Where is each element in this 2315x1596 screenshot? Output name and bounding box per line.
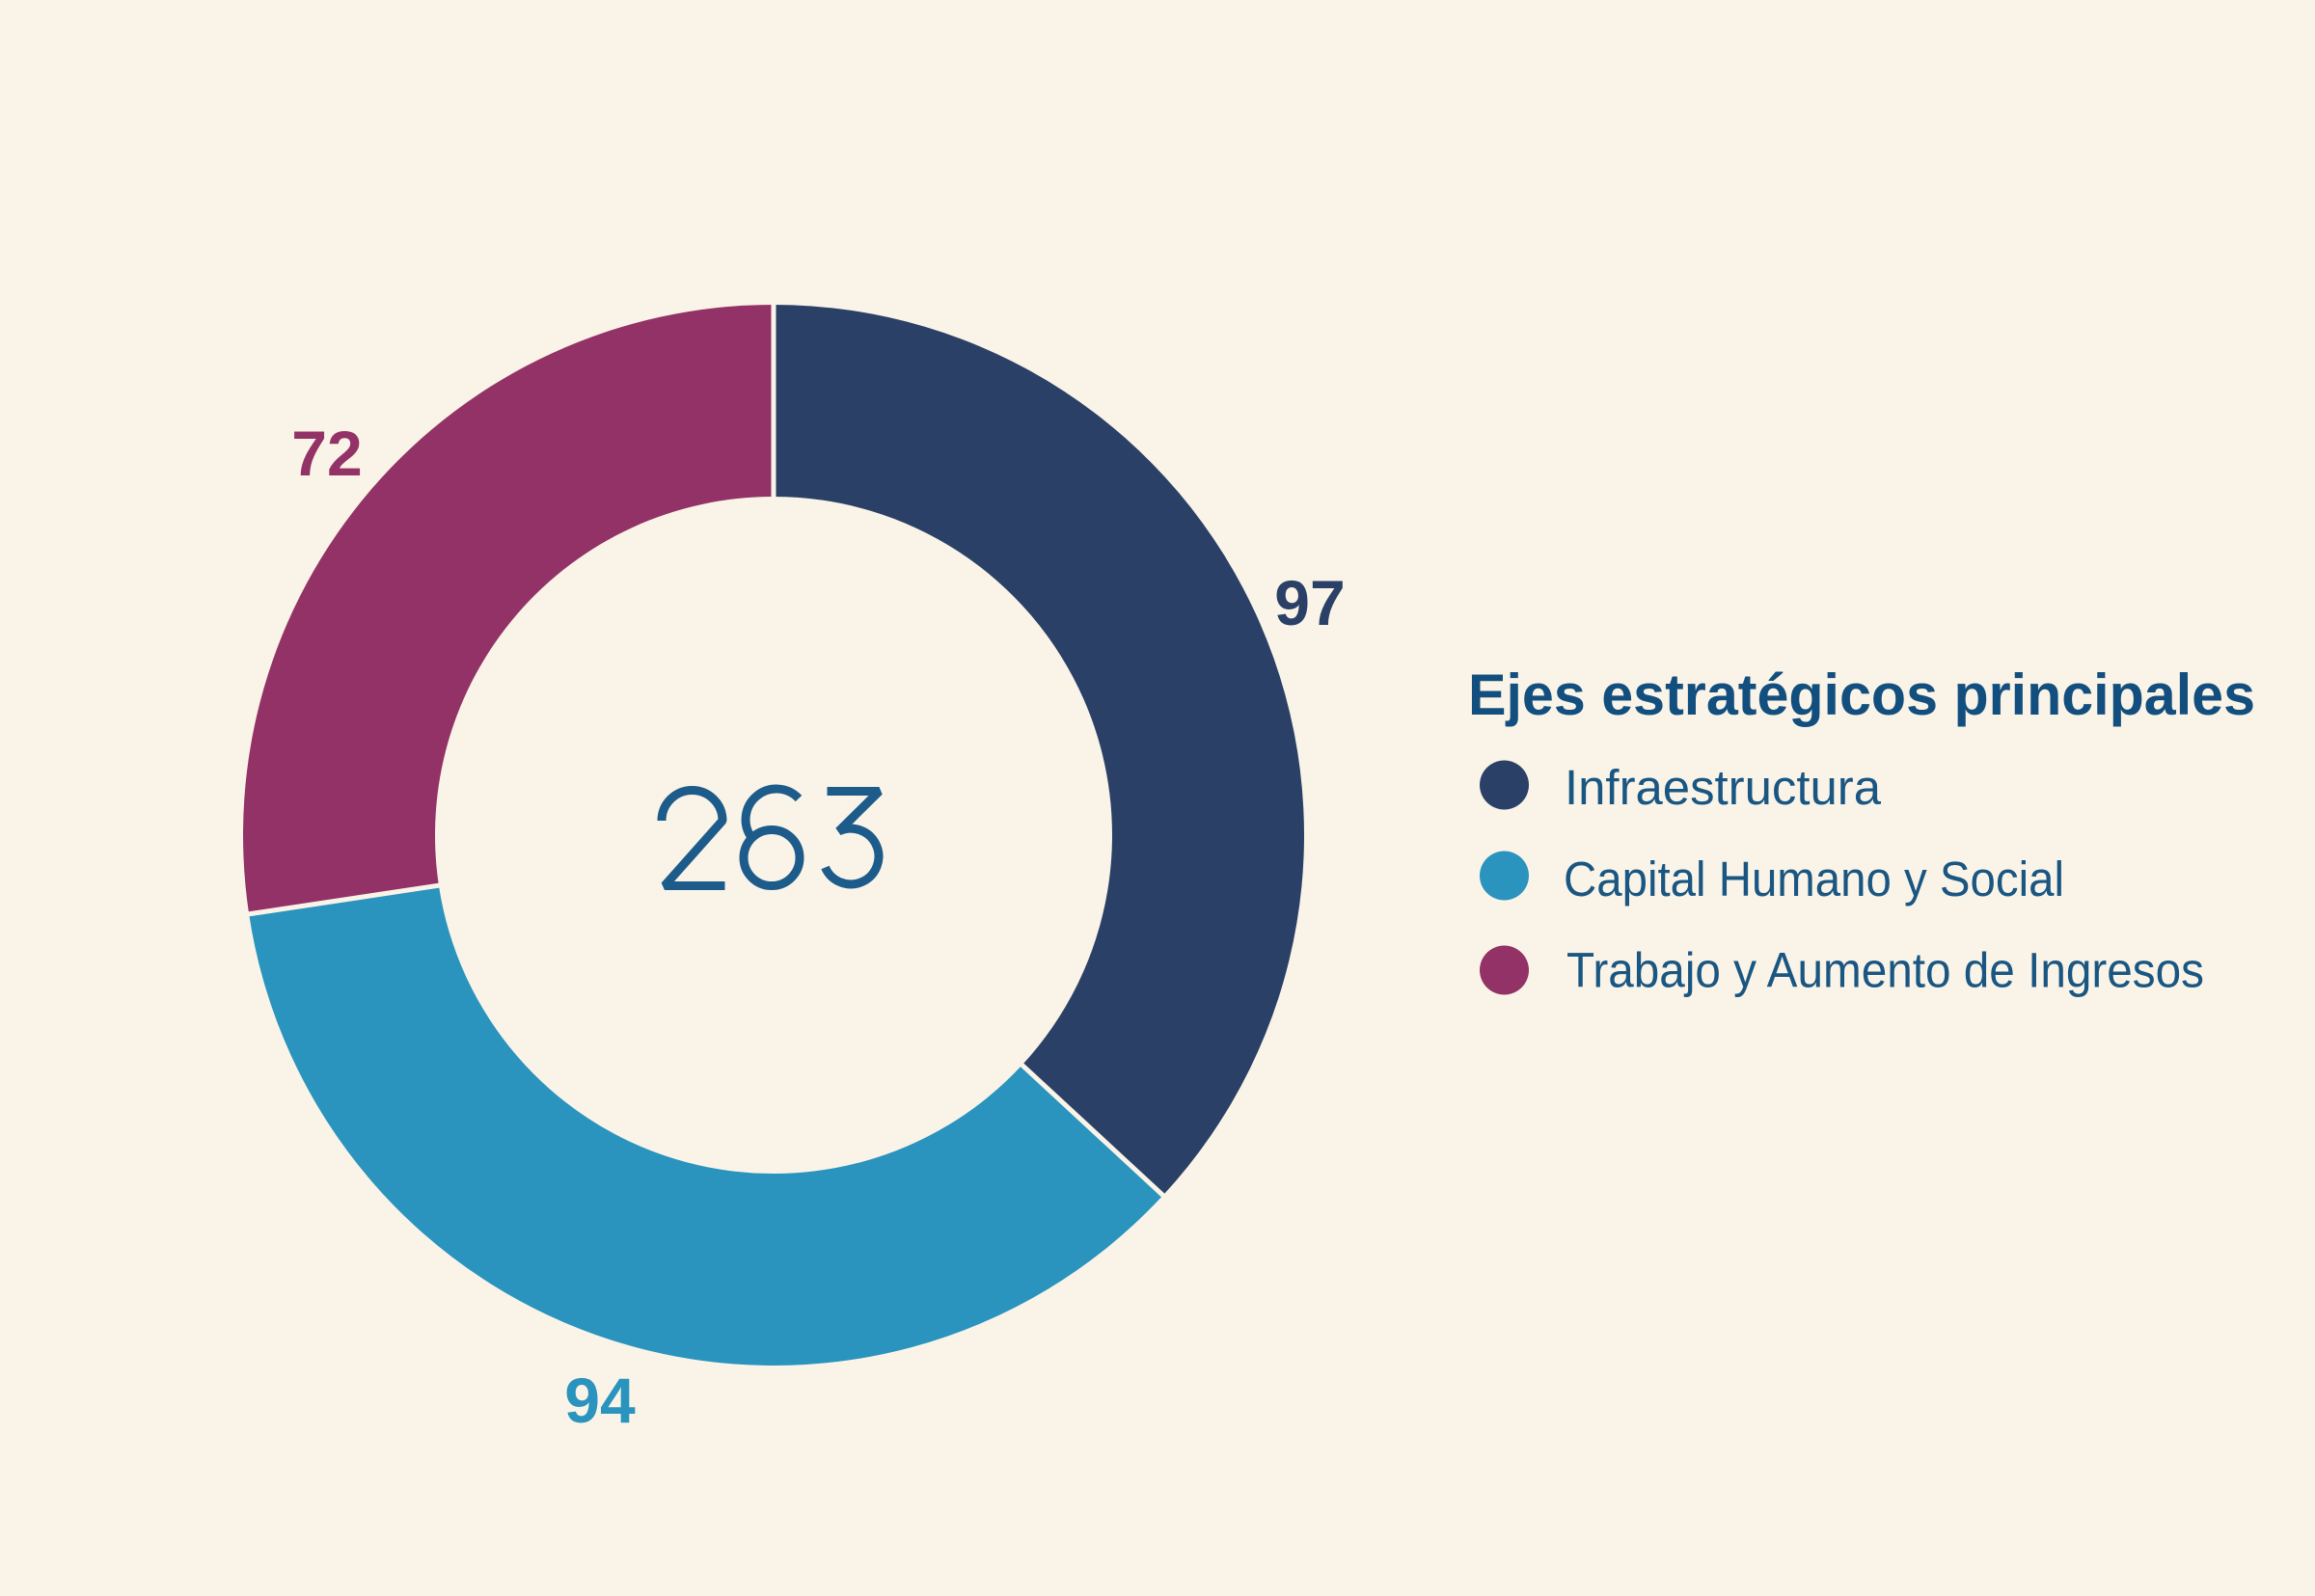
svg-text:Capital Humano y Social: Capital Humano y Social	[1564, 852, 2064, 906]
svg-text:Infraestructura: Infraestructura	[1565, 760, 1882, 815]
svg-text:94: 94	[564, 1365, 636, 1436]
svg-text:97: 97	[1274, 567, 1345, 638]
svg-text:Trabajo y Aumento de Ingresos: Trabajo y Aumento de Ingresos	[1566, 943, 2204, 998]
svg-text:72: 72	[291, 418, 362, 489]
svg-text:Ejes estratégicos principales: Ejes estratégicos principales	[1468, 662, 2255, 727]
